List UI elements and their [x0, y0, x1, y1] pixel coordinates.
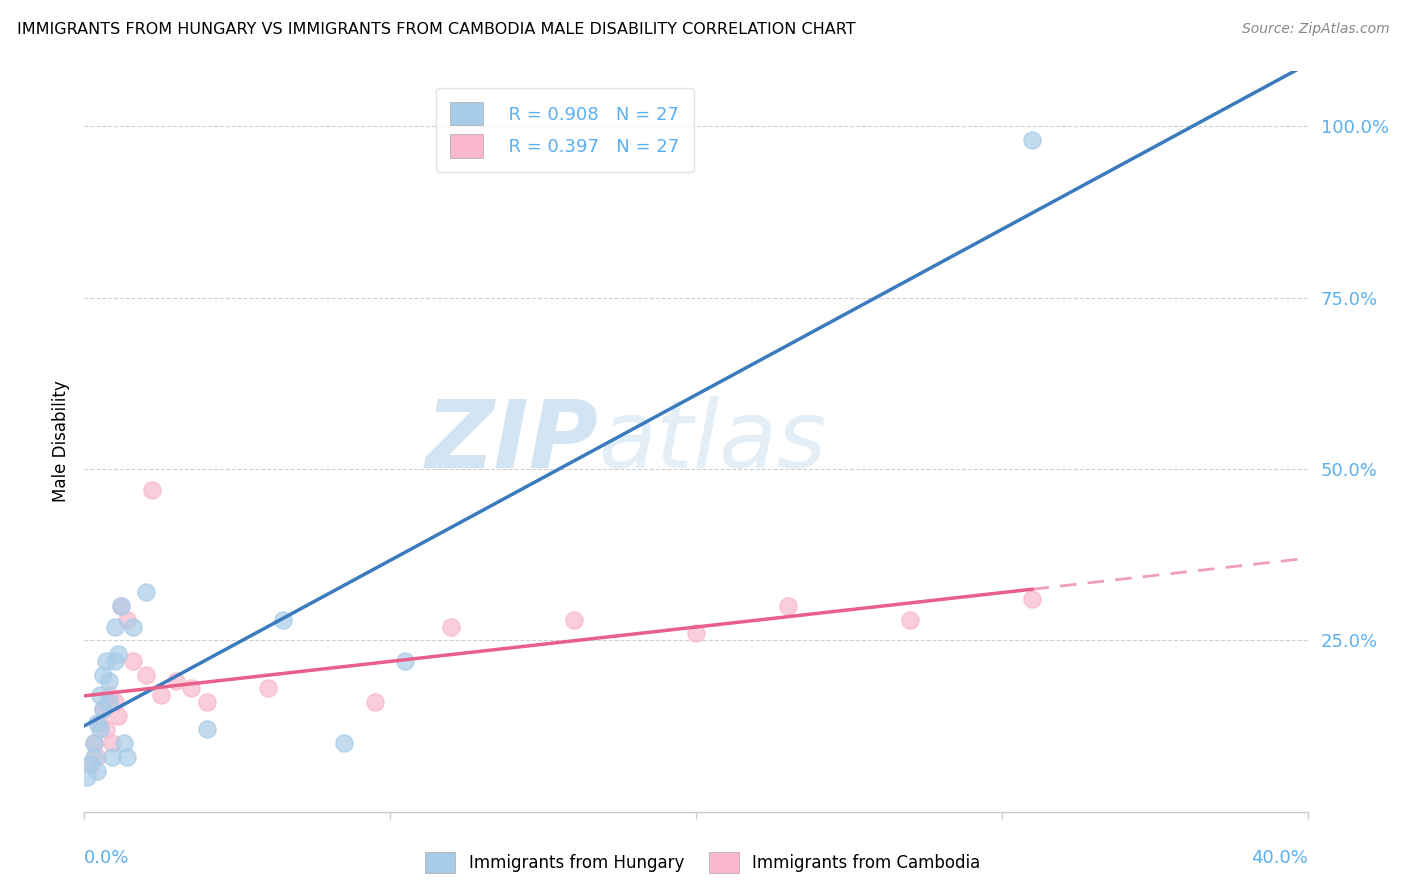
Point	[180, 681, 202, 696]
Point	[107, 647, 129, 661]
Point	[83, 736, 105, 750]
Point	[685, 626, 707, 640]
Point	[91, 702, 114, 716]
Point	[195, 723, 218, 737]
Text: Source: ZipAtlas.com: Source: ZipAtlas.com	[1241, 22, 1389, 37]
Point	[141, 483, 163, 497]
Point	[115, 750, 138, 764]
Point	[1021, 133, 1043, 147]
Point	[86, 715, 108, 730]
Point	[83, 736, 105, 750]
Point	[97, 695, 120, 709]
Point	[91, 667, 114, 681]
Point	[149, 688, 172, 702]
Legend: Immigrants from Hungary, Immigrants from Cambodia: Immigrants from Hungary, Immigrants from…	[419, 846, 987, 880]
Legend:   R = 0.908   N = 27,   R = 0.397   N = 27: R = 0.908 N = 27, R = 0.397 N = 27	[436, 87, 695, 172]
Text: 40.0%: 40.0%	[1251, 849, 1308, 867]
Point	[79, 756, 101, 771]
Point	[79, 756, 101, 771]
Point	[112, 736, 135, 750]
Text: ZIP: ZIP	[425, 395, 598, 488]
Point	[333, 736, 356, 750]
Point	[89, 723, 111, 737]
Point	[86, 750, 108, 764]
Point	[115, 613, 138, 627]
Point	[101, 736, 124, 750]
Point	[104, 695, 127, 709]
Point	[110, 599, 132, 613]
Point	[562, 613, 585, 627]
Point	[776, 599, 799, 613]
Point	[89, 688, 111, 702]
Point	[97, 674, 120, 689]
Text: atlas: atlas	[598, 396, 827, 487]
Point	[195, 695, 218, 709]
Point	[440, 619, 463, 633]
Point	[94, 723, 117, 737]
Point	[107, 708, 129, 723]
Point	[1021, 592, 1043, 607]
Point	[135, 667, 157, 681]
Point	[364, 695, 387, 709]
Point	[86, 764, 108, 778]
Point	[257, 681, 280, 696]
Point	[76, 771, 98, 785]
Point	[122, 619, 145, 633]
Point	[97, 688, 120, 702]
Point	[898, 613, 921, 627]
Point	[89, 715, 111, 730]
Point	[104, 654, 127, 668]
Y-axis label: Male Disability: Male Disability	[52, 381, 70, 502]
Point	[91, 702, 114, 716]
Point	[94, 654, 117, 668]
Point	[104, 619, 127, 633]
Point	[101, 750, 124, 764]
Point	[271, 613, 294, 627]
Point	[83, 750, 105, 764]
Text: IMMIGRANTS FROM HUNGARY VS IMMIGRANTS FROM CAMBODIA MALE DISABILITY CORRELATION : IMMIGRANTS FROM HUNGARY VS IMMIGRANTS FR…	[17, 22, 855, 37]
Point	[165, 674, 187, 689]
Point	[135, 585, 157, 599]
Point	[122, 654, 145, 668]
Point	[110, 599, 132, 613]
Text: 0.0%: 0.0%	[84, 849, 129, 867]
Point	[394, 654, 416, 668]
